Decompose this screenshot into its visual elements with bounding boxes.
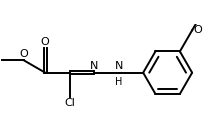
Text: O: O bbox=[41, 37, 50, 47]
Text: H: H bbox=[115, 77, 122, 87]
Text: O: O bbox=[20, 49, 28, 59]
Text: N: N bbox=[90, 61, 98, 71]
Text: Cl: Cl bbox=[64, 98, 75, 108]
Text: N: N bbox=[114, 61, 123, 71]
Text: O: O bbox=[193, 25, 202, 35]
